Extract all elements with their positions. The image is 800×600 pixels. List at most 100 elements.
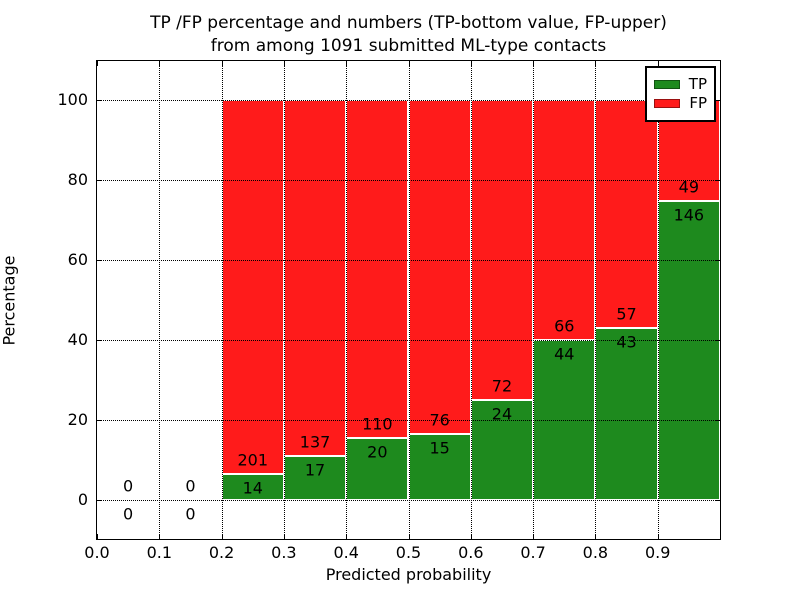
bar-segment-tp xyxy=(657,200,720,500)
tp-count-label: 146 xyxy=(673,205,705,224)
y-tick-label: 60 xyxy=(67,250,88,269)
v-gridline xyxy=(283,61,285,539)
y-tick-label: 20 xyxy=(67,410,88,429)
x-tick-mark-bottom xyxy=(470,534,472,539)
legend-entry-tp: TP xyxy=(654,76,707,93)
x-tick-mark-bottom xyxy=(533,534,535,539)
x-tick-mark-bottom xyxy=(346,534,348,539)
x-tick-mark-top xyxy=(595,61,597,66)
x-tick-mark-top xyxy=(408,61,410,66)
legend-label-tp: TP xyxy=(688,75,707,93)
legend: TP FP xyxy=(645,66,716,122)
x-tick-mark-bottom xyxy=(657,534,659,539)
y-tick-mark-right xyxy=(715,260,720,261)
x-tick-label: 0.2 xyxy=(208,543,235,562)
x-tick-label: 0.4 xyxy=(333,543,359,562)
fp-count-label: 72 xyxy=(491,376,513,396)
plot-area: 0 0 0 0 201 14 137 17 110 20 76 15 72 24 66 44 57 43 49 146 xyxy=(96,60,721,540)
tp-count-label: 24 xyxy=(491,404,513,424)
x-tick-mark-bottom xyxy=(221,534,223,539)
x-tick-label: 0.8 xyxy=(582,543,609,562)
v-gridline xyxy=(159,61,161,539)
x-tick-mark-top xyxy=(283,61,285,66)
bar-segment-tp xyxy=(283,455,347,500)
bar-segment-fp xyxy=(346,100,409,439)
tp-count-label: 20 xyxy=(367,442,388,462)
bar-segment-tp xyxy=(221,473,284,500)
fp-count-label: 201 xyxy=(237,450,269,470)
bar-segment-fp xyxy=(221,100,284,474)
x-tick-label: 0.3 xyxy=(271,543,297,562)
bar-segment-fp xyxy=(595,100,658,328)
x-tick-label: 0.7 xyxy=(520,543,546,562)
chart-title: TP /FP percentage and numbers (TP-bottom… xyxy=(96,12,721,58)
bar-segment-tp xyxy=(408,434,471,500)
fp-count-label: 49 xyxy=(678,177,700,196)
v-gridline xyxy=(346,61,348,539)
x-tick-label: 0.1 xyxy=(146,543,173,562)
bar-segment-fp xyxy=(408,100,471,435)
tp-count-label: 14 xyxy=(242,478,263,498)
x-tick-label: 0.9 xyxy=(644,543,671,562)
x-tick-mark-top xyxy=(159,61,161,66)
fp-swatch-icon xyxy=(654,99,681,108)
y-tick-mark-left xyxy=(97,260,102,261)
y-tick-mark-right xyxy=(715,500,720,501)
y-tick-mark-right xyxy=(715,180,720,181)
bar-segment-tp xyxy=(595,328,658,500)
x-tick-label: 0.0 xyxy=(84,543,110,562)
tp-count-label: 0 xyxy=(185,504,196,524)
fp-count-label: 137 xyxy=(299,432,331,452)
x-tick-mark-top xyxy=(221,61,223,66)
x-tick-mark-top xyxy=(533,61,535,66)
fp-count-label: 110 xyxy=(362,414,393,434)
y-tick-label: 100 xyxy=(57,90,88,109)
bar-segment-fp xyxy=(283,100,347,456)
x-axis-label: Predicted probability xyxy=(325,565,492,584)
y-tick-mark-left xyxy=(97,100,102,101)
v-gridline xyxy=(221,61,223,539)
fp-count-label: 0 xyxy=(123,476,134,496)
x-tick-mark-bottom xyxy=(159,534,161,539)
v-gridline xyxy=(533,61,535,539)
y-tick-mark-left xyxy=(97,340,102,341)
v-gridline xyxy=(595,61,597,539)
fp-count-label: 76 xyxy=(429,410,450,430)
x-tick-label: 0.6 xyxy=(458,543,484,562)
x-tick-mark-bottom xyxy=(595,534,597,539)
y-tick-label: 80 xyxy=(67,170,88,189)
y-tick-mark-left xyxy=(97,180,102,181)
x-tick-mark-bottom xyxy=(97,534,98,539)
x-tick-mark-top xyxy=(97,61,98,66)
tp-count-label: 17 xyxy=(304,460,326,480)
x-tick-label: 0.5 xyxy=(395,543,422,562)
fp-count-label: 57 xyxy=(616,304,637,324)
x-tick-mark-top xyxy=(657,61,659,66)
chart-title-line1: TP /FP percentage and numbers (TP-bottom… xyxy=(150,13,667,33)
x-tick-mark-bottom xyxy=(283,534,285,539)
bar-segment-fp xyxy=(533,100,596,340)
y-tick-mark-left xyxy=(97,420,102,421)
legend-label-fp: FP xyxy=(689,94,707,112)
legend-entry-fp: FP xyxy=(654,95,707,112)
tp-count-label: 0 xyxy=(123,504,134,524)
chart-title-line2: from among 1091 submitted ML-type contac… xyxy=(210,36,607,56)
v-gridline xyxy=(408,61,410,539)
x-tick-mark-top xyxy=(346,61,348,66)
y-tick-mark-right xyxy=(715,340,720,341)
y-axis-label: Percentage xyxy=(0,255,19,346)
plot-inner: 0 0 0 0 201 14 137 17 110 20 76 15 72 24 66 44 57 43 49 146 xyxy=(97,61,720,539)
bar-segment-fp xyxy=(470,100,534,400)
x-tick-mark-bottom xyxy=(408,534,410,539)
tp-count-label: 43 xyxy=(616,332,637,352)
x-tick-mark-top xyxy=(470,61,472,66)
fp-count-label: 0 xyxy=(185,476,196,496)
tp-swatch-icon xyxy=(654,80,680,89)
tp-count-label: 15 xyxy=(429,438,450,458)
y-tick-label: 40 xyxy=(67,330,88,349)
fp-count-label: 66 xyxy=(554,316,575,336)
y-tick-mark-left xyxy=(97,500,102,501)
y-tick-mark-right xyxy=(715,420,720,421)
tp-count-label: 44 xyxy=(554,344,575,364)
